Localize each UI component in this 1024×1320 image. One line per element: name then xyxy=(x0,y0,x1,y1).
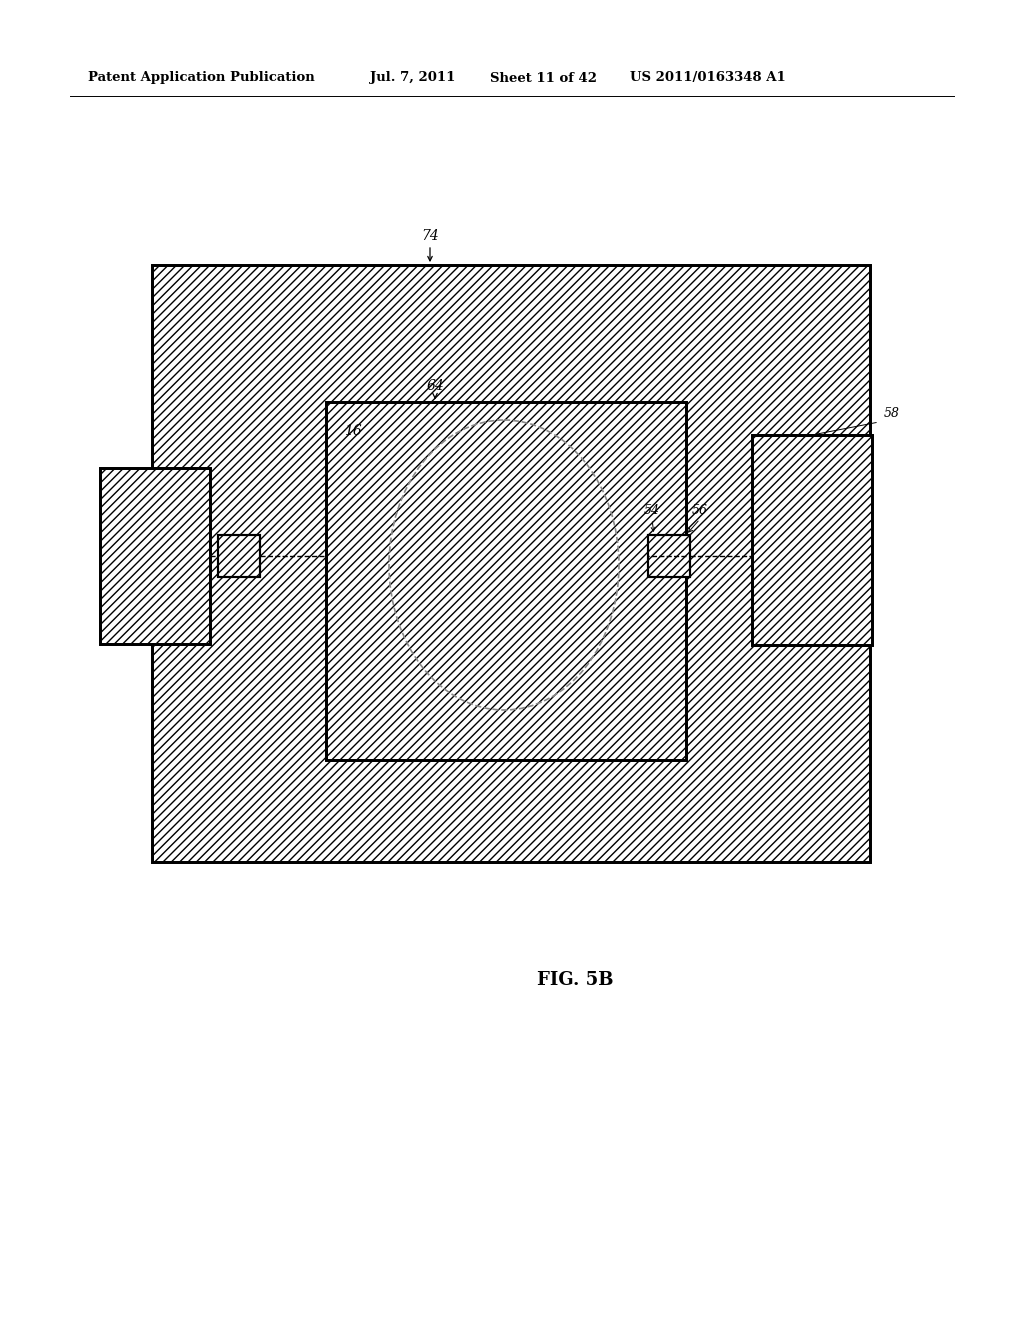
Text: FIG. 5B: FIG. 5B xyxy=(537,972,613,989)
Text: 54: 54 xyxy=(644,504,660,517)
Text: 74: 74 xyxy=(421,228,439,243)
Text: US 2011/0163348 A1: US 2011/0163348 A1 xyxy=(630,71,785,84)
Bar xyxy=(218,535,260,577)
Text: 64: 64 xyxy=(426,379,443,393)
Bar xyxy=(752,436,872,645)
Text: Patent Application Publication: Patent Application Publication xyxy=(88,71,314,84)
Bar xyxy=(100,469,210,644)
Text: 56: 56 xyxy=(692,504,708,517)
Text: 16: 16 xyxy=(344,424,361,438)
Bar xyxy=(100,469,210,644)
Bar xyxy=(152,265,870,862)
Bar xyxy=(648,535,690,577)
Bar xyxy=(648,535,690,577)
Text: Jul. 7, 2011: Jul. 7, 2011 xyxy=(370,71,456,84)
Text: Sheet 11 of 42: Sheet 11 of 42 xyxy=(490,71,597,84)
Bar xyxy=(152,265,870,862)
Bar xyxy=(326,403,686,760)
Bar xyxy=(752,436,872,645)
Text: 58: 58 xyxy=(884,407,900,420)
Bar xyxy=(326,403,686,760)
Bar xyxy=(218,535,260,577)
